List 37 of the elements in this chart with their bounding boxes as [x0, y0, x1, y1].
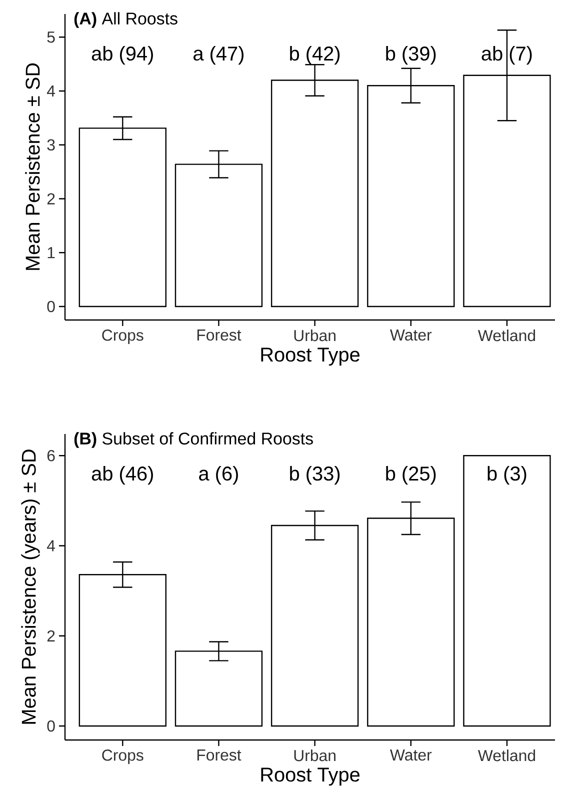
x-tick-label: Crops: [102, 330, 144, 344]
x-tick-label: Forest: [197, 750, 242, 761]
x-tick-label: Urban: [294, 330, 336, 342]
y-axis-title: Mean Persistence ± SD: [25, 63, 40, 270]
x-axis-title: Roost Type: [261, 348, 360, 366]
x-tick-label: Crops: [102, 750, 144, 764]
y-tick-label: 5: [47, 32, 55, 43]
annotation: a (47): [194, 46, 244, 65]
y-axis-title: Mean Persistence (years) ± SD: [21, 450, 40, 724]
chart-title: (B) Subset of Confirmed Roosts: [74, 432, 313, 448]
y-tick-label: 3: [47, 139, 55, 151]
y-tick-label: 2: [47, 193, 55, 204]
x-tick-label: Wetland: [478, 750, 536, 762]
annotation: a (6): [199, 466, 238, 485]
y-tick-label: 0: [47, 300, 55, 312]
annotation: b (39): [386, 46, 436, 65]
y-tick-label: 1: [48, 247, 55, 258]
x-tick-label: Water: [390, 330, 432, 341]
x-tick-label: Forest: [197, 330, 242, 341]
y-tick-label: 4: [46, 86, 56, 97]
y-tick-label: 4: [46, 540, 56, 552]
annotation: ab (94): [92, 46, 153, 65]
annotation: ab (7): [482, 46, 532, 65]
y-tick-label: 6: [47, 450, 55, 462]
x-axis-title: Roost Type: [261, 768, 360, 786]
annotation: b (42): [290, 46, 340, 65]
y-tick-label: 2: [47, 630, 55, 642]
annotation: b (25): [386, 466, 436, 485]
x-tick-label: Urban: [294, 750, 336, 762]
chart-title: (A) All Roosts: [74, 12, 178, 28]
y-tick-label: 0: [47, 720, 55, 732]
annotation: b (33): [290, 466, 340, 485]
annotation: ab (46): [92, 466, 153, 485]
x-tick-label: Wetland: [478, 330, 536, 342]
x-tick-label: Water: [390, 750, 432, 761]
bar: [463, 455, 551, 727]
annotation: b (3): [488, 466, 526, 485]
